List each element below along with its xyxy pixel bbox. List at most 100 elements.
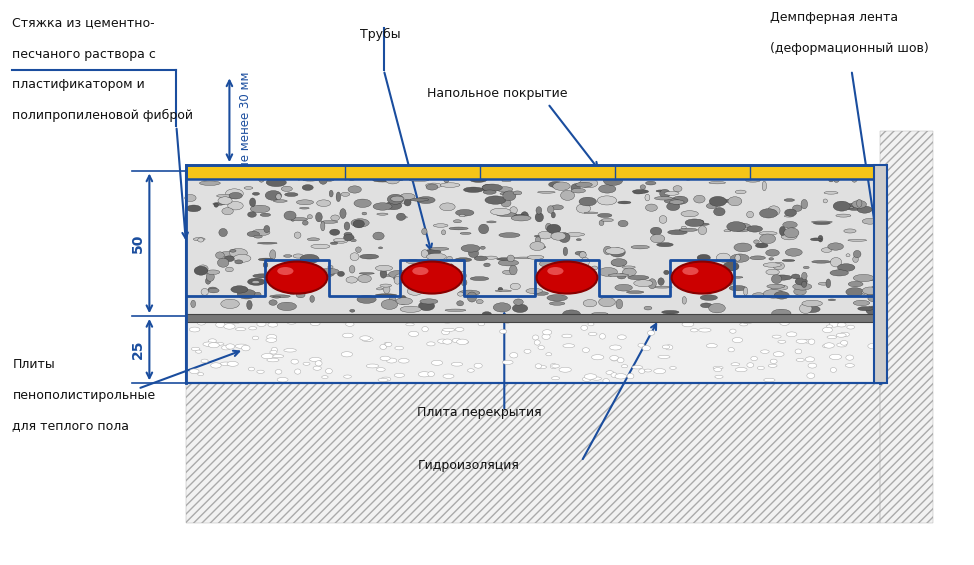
Ellipse shape [284,211,296,220]
Ellipse shape [206,272,214,281]
Ellipse shape [222,208,234,215]
Ellipse shape [796,339,807,344]
Ellipse shape [730,254,749,262]
Ellipse shape [845,203,863,210]
Ellipse shape [609,316,616,320]
Text: Демпферная лента: Демпферная лента [769,11,898,24]
Ellipse shape [530,242,544,250]
Ellipse shape [598,214,612,218]
Ellipse shape [276,194,281,199]
Ellipse shape [320,220,338,223]
Ellipse shape [221,345,231,350]
Ellipse shape [283,349,296,352]
Ellipse shape [456,210,474,216]
Ellipse shape [591,266,598,270]
Ellipse shape [433,172,448,176]
Ellipse shape [758,366,765,370]
Ellipse shape [431,360,442,366]
Ellipse shape [669,367,676,370]
Ellipse shape [267,358,279,362]
Ellipse shape [468,249,478,258]
Ellipse shape [696,220,704,224]
Ellipse shape [379,247,383,249]
Ellipse shape [381,377,391,381]
Ellipse shape [296,292,305,298]
Ellipse shape [229,319,242,324]
Ellipse shape [659,189,670,198]
Ellipse shape [599,297,616,307]
Ellipse shape [828,299,836,301]
Ellipse shape [344,234,355,241]
Ellipse shape [290,218,308,221]
Ellipse shape [837,333,846,337]
Ellipse shape [249,198,255,207]
Ellipse shape [550,363,557,369]
Ellipse shape [521,212,529,220]
Ellipse shape [218,197,232,205]
Ellipse shape [851,173,858,182]
Ellipse shape [221,299,240,308]
Ellipse shape [706,203,718,208]
Ellipse shape [734,227,753,230]
Ellipse shape [216,194,237,198]
Text: 25: 25 [131,340,145,359]
Ellipse shape [247,212,256,218]
Ellipse shape [656,190,665,192]
Ellipse shape [535,212,543,222]
Ellipse shape [478,224,489,234]
Ellipse shape [771,275,782,284]
Ellipse shape [278,302,296,311]
Ellipse shape [747,225,763,232]
Ellipse shape [723,262,739,271]
Ellipse shape [846,325,854,329]
Ellipse shape [228,202,244,210]
Ellipse shape [632,366,643,369]
Ellipse shape [393,178,403,181]
Ellipse shape [845,288,864,296]
Ellipse shape [553,182,570,190]
Bar [186,165,880,179]
Ellipse shape [697,282,718,292]
Ellipse shape [719,271,728,281]
Ellipse shape [588,322,594,326]
Ellipse shape [429,271,432,276]
Ellipse shape [853,250,861,258]
Ellipse shape [359,272,374,274]
Ellipse shape [651,227,661,235]
Ellipse shape [302,185,314,190]
Ellipse shape [225,267,234,272]
Ellipse shape [690,285,696,290]
Ellipse shape [230,249,236,252]
Ellipse shape [548,181,563,188]
Ellipse shape [273,296,281,298]
Ellipse shape [579,197,596,206]
Ellipse shape [627,373,634,379]
Ellipse shape [198,238,204,242]
Ellipse shape [230,249,247,258]
Ellipse shape [806,373,815,379]
Ellipse shape [599,267,618,276]
Ellipse shape [319,268,339,274]
Ellipse shape [485,196,506,205]
Ellipse shape [322,171,336,180]
Ellipse shape [741,319,754,324]
Ellipse shape [848,281,863,287]
Ellipse shape [848,240,867,241]
Ellipse shape [827,325,833,328]
Ellipse shape [840,332,849,337]
Ellipse shape [631,245,650,249]
Ellipse shape [804,266,809,268]
Ellipse shape [217,258,229,267]
Ellipse shape [252,336,259,340]
Ellipse shape [406,273,418,282]
Ellipse shape [563,344,575,347]
Ellipse shape [571,276,584,282]
Ellipse shape [549,302,565,305]
Ellipse shape [317,200,331,206]
Ellipse shape [852,201,867,208]
Ellipse shape [427,342,435,346]
Ellipse shape [868,344,879,349]
Ellipse shape [310,295,315,302]
Ellipse shape [189,327,200,332]
Ellipse shape [512,304,528,312]
